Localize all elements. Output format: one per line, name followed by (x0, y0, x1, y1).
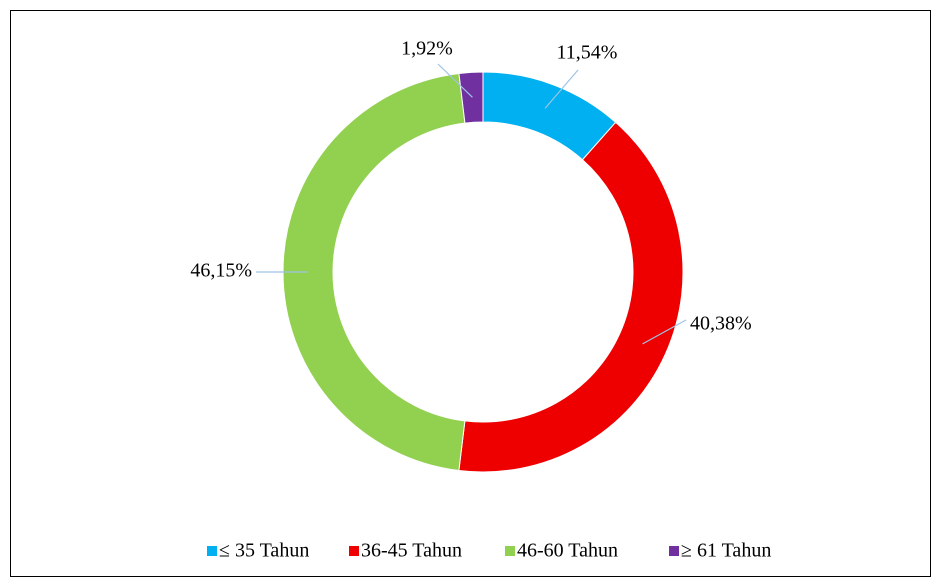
donut-slice (458, 121, 684, 473)
donut-slice (458, 71, 484, 124)
legend-label: 46-60 Tahun (517, 540, 618, 562)
data-label: 11,54% (557, 42, 618, 64)
data-label: 46,15% (190, 260, 252, 282)
legend-swatch (207, 546, 217, 556)
legend-label: ≥ 61 Tahun (681, 540, 771, 562)
leader-line (642, 319, 687, 345)
legend-label: 36-45 Tahun (361, 540, 462, 562)
data-label: 1,92% (401, 38, 453, 60)
leader-line (437, 63, 473, 98)
donut-slice (282, 72, 466, 472)
data-label: 40,38% (690, 313, 752, 335)
legend-swatch (669, 546, 679, 556)
leader-line (544, 69, 579, 109)
legend-swatch (349, 546, 359, 556)
legend-label: ≤ 35 Tahun (219, 540, 309, 562)
legend-swatch (505, 546, 515, 556)
